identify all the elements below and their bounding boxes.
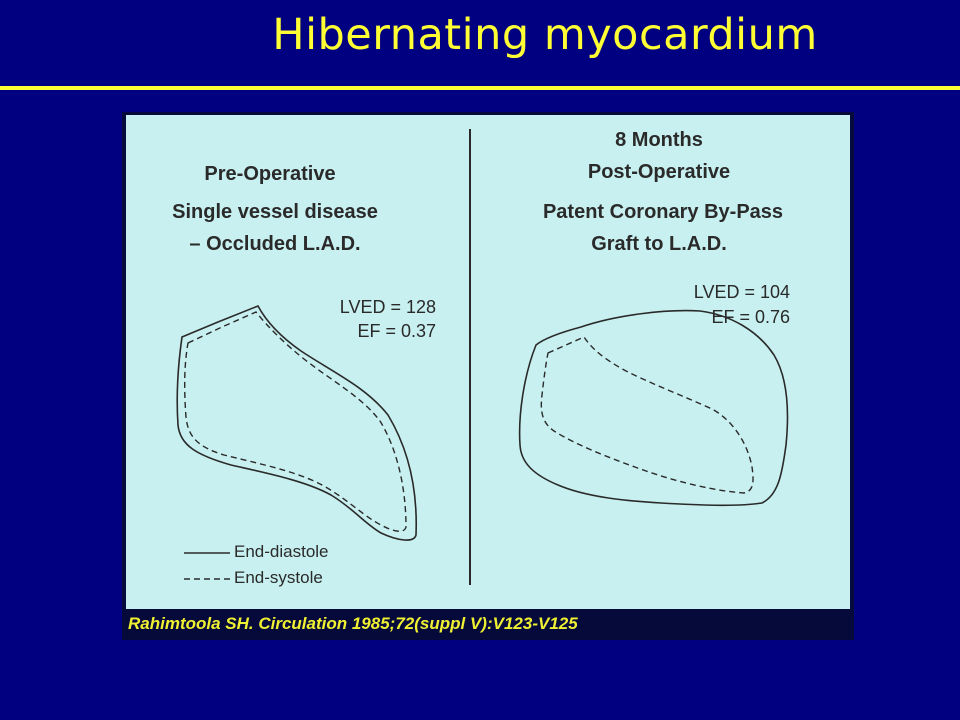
post-op-heading-1: 8 Months <box>615 129 703 151</box>
slide-title: Hibernating myocardium <box>272 10 818 60</box>
figure-photo: Pre-Operative Single vessel disease – Oc… <box>122 112 854 640</box>
post-op-end-systole-outline <box>540 336 754 494</box>
post-op-subheading-2: Graft to L.A.D. <box>591 233 727 255</box>
pre-op-heading: Pre-Operative <box>204 163 336 185</box>
post-op-heading-2: Post-Operative <box>587 161 731 183</box>
citation: Rahimtoola SH. Circulation 1985;72(suppl… <box>128 614 578 633</box>
pre-op-ef: EF = 0.37 <box>357 321 436 341</box>
post-op-ef: EF = 0.76 <box>711 307 790 327</box>
pre-op-subheading-2: – Occluded L.A.D. <box>189 233 361 255</box>
pre-op-end-diastole-outline <box>176 304 418 541</box>
post-op-subheading-1: Patent Coronary By-Pass <box>542 201 784 223</box>
title-divider <box>0 86 960 90</box>
pre-op-subheading-1: Single vessel disease <box>172 201 378 223</box>
legend-end-diastole: End-diastole <box>234 542 329 561</box>
pre-op-end-systole-outline <box>183 311 407 532</box>
ventriculogram-drawing <box>176 129 789 585</box>
post-op-end-diastole-outline <box>518 309 789 507</box>
legend-end-systole: End-systole <box>234 568 323 587</box>
pre-op-lved: LVED = 128 <box>339 297 436 317</box>
figure-panel: Pre-Operative Single vessel disease – Oc… <box>126 115 850 609</box>
post-op-lved: LVED = 104 <box>693 282 790 302</box>
